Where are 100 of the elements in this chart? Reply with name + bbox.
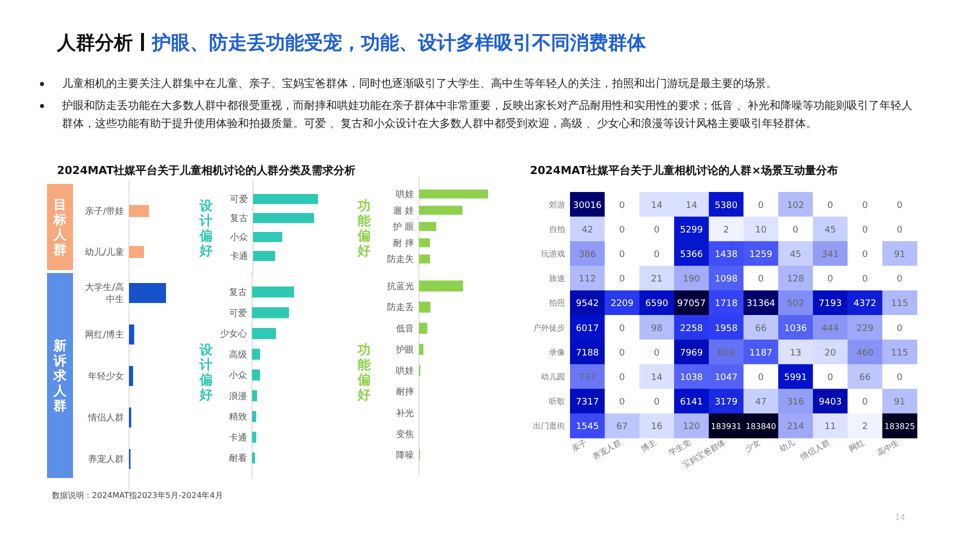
data-label: 13 — [790, 348, 802, 358]
data-label: 67 — [616, 422, 628, 432]
data-label: 386 — [578, 250, 596, 260]
data-label: 14 — [686, 200, 698, 211]
y-tick-label: 哄娃 — [396, 366, 414, 376]
data-label: 7193 — [818, 299, 842, 310]
data-label: 97057 — [677, 299, 706, 310]
data-label: 0 — [896, 324, 903, 334]
y-tick-label: 可爱 — [230, 194, 248, 205]
data-label: 0 — [619, 373, 626, 383]
bar — [129, 283, 166, 303]
data-label: 0 — [792, 225, 799, 236]
x-tick-label: 情侣人群 — [798, 438, 832, 462]
x-tick-label: 博主 — [639, 438, 658, 454]
bar — [419, 254, 430, 264]
data-label: 91 — [894, 250, 906, 260]
y-tick-label: 幼儿园 — [541, 372, 565, 382]
data-label: 0 — [758, 373, 764, 383]
data-label: 91 — [894, 398, 906, 408]
data-label: 20 — [824, 348, 836, 358]
y-tick-label: 出门逛街 — [533, 422, 565, 431]
y-tick-label: 抗蓝光 — [387, 281, 414, 292]
bar — [252, 432, 256, 443]
y-tick-label: 精致 — [229, 412, 247, 422]
text: 2024MAT社媒平台关于儿童相机讨论的人群分类及需求分析 — [57, 164, 356, 177]
data-label: 5299 — [680, 225, 704, 236]
bar — [419, 238, 430, 248]
y-tick-label: 防走失 — [387, 254, 414, 265]
x-tick-label: 幼儿 — [778, 438, 797, 454]
y-tick-label: 补光 — [396, 408, 414, 419]
data-label: 229 — [856, 324, 874, 334]
data-label: 0 — [896, 274, 903, 285]
bar — [252, 307, 289, 318]
data-label: 1545 — [576, 422, 599, 432]
data-label: 0 — [827, 373, 834, 383]
data-label: 6017 — [576, 324, 599, 334]
data-label: 0 — [619, 250, 626, 260]
data-label: 0 — [654, 225, 660, 236]
data-label: 14 — [651, 200, 663, 211]
data-label: 341 — [822, 250, 839, 260]
data-label: 4372 — [853, 299, 876, 310]
data-label: 0 — [896, 373, 903, 383]
x-tick-label: 亲子 — [570, 438, 588, 454]
data-label: 2 — [723, 225, 730, 236]
data-label: 0 — [827, 274, 834, 285]
y-tick-label: 旅途 — [549, 274, 565, 284]
y-tick-label: 变焦 — [396, 428, 414, 440]
y-tick-label: 年轻少女 — [88, 371, 124, 382]
data-label: 460 — [856, 348, 874, 358]
data-label: 1259 — [749, 250, 773, 260]
y-tick-label: 哄娃 — [396, 189, 414, 200]
bar — [129, 366, 134, 386]
text: 数据说明：2024MAT指2023年5月-2024年4月 — [52, 491, 223, 500]
data-label: 183840 — [746, 422, 776, 432]
data-label: 183825 — [884, 422, 915, 432]
text: 护眼和防走丢功能在大多数人群中都很受重视，而耐摔和哄娃功能在亲子群体中非常重要，反映出家长对产品耐用性和实用性的要求；低音 、补光和降噪等功能则吸引了年轻人群体，这些功能有助于提升使用体验和拍摄质量。可爱 、复古和小众设计在大多数人群中都受到欢迎，高级 、少女心和浪漫等设计风格主要吸引年轻群体。 — [62, 99, 912, 130]
data-label: 5366 — [680, 250, 704, 260]
data-label: 2209 — [610, 299, 634, 310]
data-label: 0 — [654, 398, 660, 408]
y-tick-label: 卡通 — [230, 251, 248, 262]
text: 14 — [895, 513, 906, 522]
data-label: 42 — [582, 225, 594, 236]
data-label: 14 — [651, 373, 663, 383]
data-label: 10 — [755, 225, 767, 236]
data-label: 0 — [654, 250, 660, 260]
bar — [129, 324, 134, 344]
y-tick-label: 玩游戏 — [541, 250, 565, 258]
data-label: 16 — [651, 422, 663, 432]
data-label: 1958 — [714, 324, 738, 334]
data-label: 0 — [758, 274, 764, 285]
bar — [252, 286, 294, 298]
y-tick-label: 卡通 — [229, 432, 247, 444]
y-tick-label: 情侣人群 — [87, 412, 124, 424]
data-label: 1438 — [714, 250, 738, 260]
data-label: 9403 — [818, 398, 842, 408]
data-label: 3179 — [714, 398, 738, 408]
data-label: 502 — [786, 299, 804, 310]
y-tick-label: 复古 — [229, 287, 247, 298]
bar — [253, 232, 282, 242]
y-tick-label: 耐摔 — [396, 386, 414, 398]
y-tick-label: 防走丢 — [387, 302, 414, 314]
data-label: 0 — [862, 225, 868, 236]
data-label: 2 — [862, 422, 868, 432]
data-label: 0 — [862, 200, 868, 211]
data-label: 120 — [682, 422, 700, 432]
data-label: 190 — [682, 274, 700, 285]
bar — [252, 390, 258, 402]
y-tick-label: 小众 — [229, 370, 247, 381]
data-label: 5991 — [784, 373, 808, 383]
data-label: 45 — [824, 225, 836, 236]
data-label: 102 — [786, 200, 804, 211]
data-label: 2258 — [680, 324, 704, 334]
bar — [252, 348, 260, 360]
bar — [253, 194, 318, 204]
data-label: 7969 — [680, 348, 704, 358]
y-tick-label: 录像 — [549, 348, 565, 357]
y-axis-title: 功能偏好 — [356, 343, 372, 403]
y-tick-label: 耐看 — [229, 453, 247, 464]
y-tick-label: 幼儿/儿童 — [84, 247, 124, 258]
x-tick-label: 少女 — [743, 438, 762, 454]
